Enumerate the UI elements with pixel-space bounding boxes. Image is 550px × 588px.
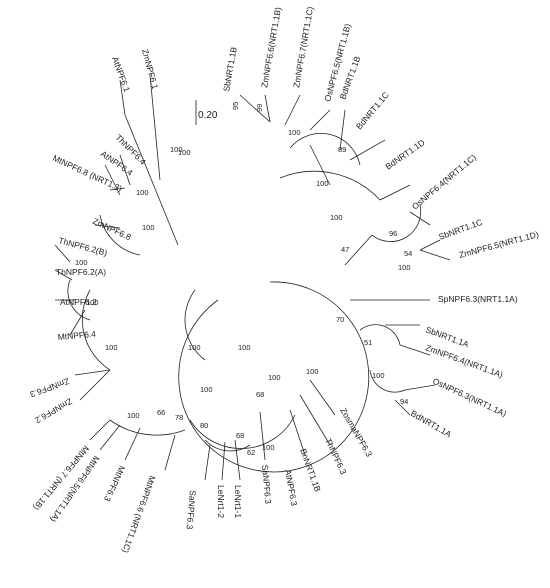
bootstrap-value: 100	[316, 179, 329, 188]
bootstrap-value: 100	[288, 128, 301, 137]
leaf-label: ZosmaNPF6.3	[338, 406, 374, 459]
bootstrap-value: 100	[200, 385, 213, 394]
bootstrap-value: 95	[231, 102, 240, 110]
bootstrap-value: 54	[404, 249, 412, 258]
bootstrap-value: 70	[336, 315, 344, 324]
leaf-label: SbNRT1.1C	[437, 217, 483, 242]
leaf-labels: SbNRT1.1B ZmNPF6.6(NRT1.1B) ZmNPF6.7(NRT1.…	[28, 6, 539, 555]
bootstrap-value: 100	[238, 343, 251, 352]
leaf-label: BdNRT1.1A	[409, 408, 453, 439]
leaf-label: AtNPF6.1	[110, 55, 132, 93]
bootstrap-value: 100	[86, 298, 99, 307]
bootstrap-value: 80	[200, 421, 208, 430]
bootstrap-value: 99	[255, 104, 264, 112]
leaf-label: SaNPF6.3	[260, 464, 273, 504]
bootstrap-value: 51	[364, 338, 372, 347]
leaf-label: ThNPF6.2(A)	[56, 267, 106, 277]
bootstrap-value: 68	[256, 390, 264, 399]
bootstrap-value: 100	[178, 148, 191, 157]
leaf-label: ZmNPF6.3	[28, 376, 70, 400]
bootstrap-value: 100	[268, 373, 281, 382]
bootstrap-value: 100	[127, 411, 140, 420]
bootstrap-value: 100	[398, 263, 411, 272]
bootstrap-value: 47	[341, 245, 349, 254]
bootstrap-value: 100	[306, 367, 319, 376]
bootstrap-value: 100	[105, 343, 118, 352]
leaf-label: SaNPF6.3	[185, 490, 198, 530]
leaf-label: AtNPF6.2	[60, 297, 97, 307]
leaf-label: SbNRT1.1B	[221, 46, 239, 93]
bootstrap-values: 95 99100891001009654100477051100941001006…	[75, 102, 412, 457]
leaf-label: ZmNPF6.7(NRT1.1C)	[291, 6, 315, 89]
leaf-label: MtNPF6.6 (NRT1.1C)	[120, 474, 157, 554]
leaf-label: ZmNPF6.8	[91, 216, 133, 243]
bootstrap-value: 100	[170, 145, 183, 154]
tree-branches	[54, 74, 451, 481]
leaf-label: BdNRT1.1D	[383, 137, 426, 171]
leaf-label: OsNPF6.4(NRT1.1C)	[410, 152, 478, 212]
scale-bar: 0.20	[195, 100, 218, 125]
inner-ring	[184, 289, 206, 361]
leaf-label: ZmNPF6.5(NRT1.1D)	[458, 229, 540, 260]
bootstrap-value: 100	[75, 258, 88, 267]
bootstrap-value: 62	[247, 448, 255, 457]
leaf-label: ThNPF6.2(B)	[57, 235, 108, 258]
bootstrap-value: 89	[338, 145, 346, 154]
bootstrap-value: 100	[136, 188, 149, 197]
bootstrap-value: 100	[188, 343, 201, 352]
bootstrap-value: 78	[175, 413, 183, 422]
bootstrap-value: 100	[330, 213, 343, 222]
scale-bar-label: 0.20	[198, 110, 218, 121]
leaf-label: BdNRT1.1C	[354, 90, 391, 131]
leaf-label: BnNRT1.1B	[298, 447, 323, 493]
leaf-label: ZmNPF6.6(NRT1.1B)	[259, 6, 283, 88]
bootstrap-value: 96	[389, 229, 397, 238]
root-ring	[178, 281, 370, 473]
bootstrap-value: 68	[236, 431, 244, 440]
leaf-label: ZmNPF6.1	[140, 48, 160, 91]
leaf-label: ZmNPF6.2	[33, 396, 74, 425]
bootstrap-value: 100	[262, 443, 275, 452]
leaf-label: LeNrt1-2	[216, 485, 226, 518]
leaf-label: SpNPF6.3(NRT1.1A)	[438, 294, 518, 304]
bootstrap-value: 100	[142, 223, 155, 232]
bootstrap-value: 94	[400, 397, 408, 406]
leaf-label: ThNPF6.3	[323, 437, 349, 477]
leaf-label: MtNPF6.3	[102, 464, 127, 503]
leaf-label: LeNrt1-1	[233, 485, 243, 518]
monocot-clade	[279, 170, 381, 201]
leaf-label: MtNPF6.4	[57, 329, 96, 342]
leaf-label: OsNPF6.3(NRT1.1A)	[431, 376, 508, 419]
bootstrap-value: 100	[372, 371, 385, 380]
leaf-label: AtNPF6.3	[283, 469, 299, 507]
bootstrap-value: 66	[157, 408, 165, 417]
